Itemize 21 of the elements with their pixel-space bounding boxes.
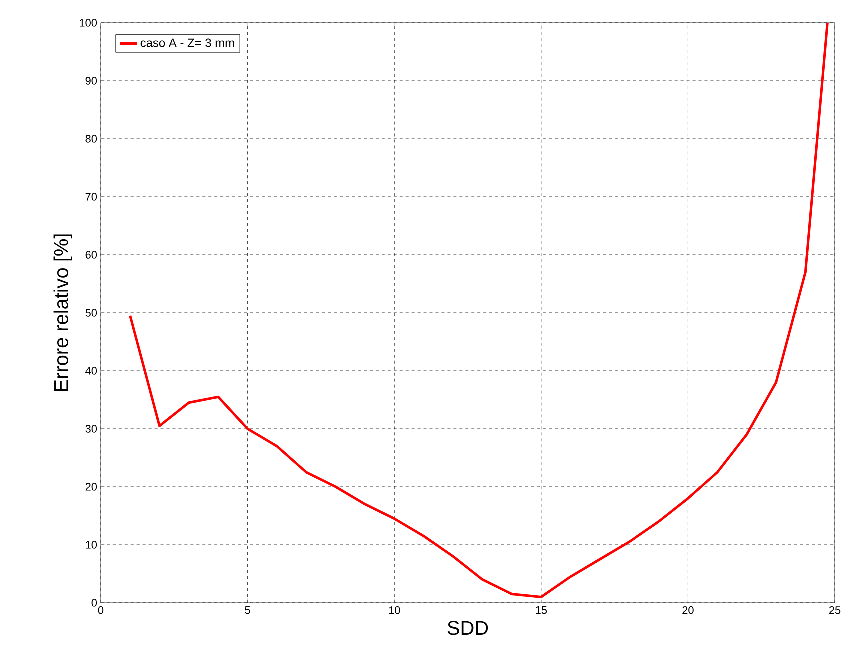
x-axis-title: SDD <box>448 621 488 636</box>
y-tick-label: 50 <box>86 309 98 317</box>
y-tick-label: 80 <box>86 135 98 143</box>
y-axis-title: Errore relativo [%] <box>54 234 72 392</box>
line-series <box>129 22 829 598</box>
x-tick-label: 10 <box>389 606 400 614</box>
y-tick-label: 0 <box>92 599 98 607</box>
x-tick-label: 25 <box>829 606 841 614</box>
y-tick-label: 60 <box>86 251 98 259</box>
legend-label: caso A - Z= 3 mm <box>140 38 234 48</box>
y-tick-label: 40 <box>86 367 98 375</box>
y-tick-label: 100 <box>80 19 98 27</box>
y-tick-label: 20 <box>86 483 98 491</box>
y-tick-label: 10 <box>86 541 98 549</box>
x-tick-label: 5 <box>245 606 250 614</box>
x-tick-label: 0 <box>98 606 104 614</box>
y-tick-label: 30 <box>86 425 98 433</box>
y-tick-label: 70 <box>86 193 98 201</box>
x-tick-label: 20 <box>682 606 694 614</box>
y-tick-label: 90 <box>86 77 98 85</box>
x-tick-label: 15 <box>536 606 548 614</box>
